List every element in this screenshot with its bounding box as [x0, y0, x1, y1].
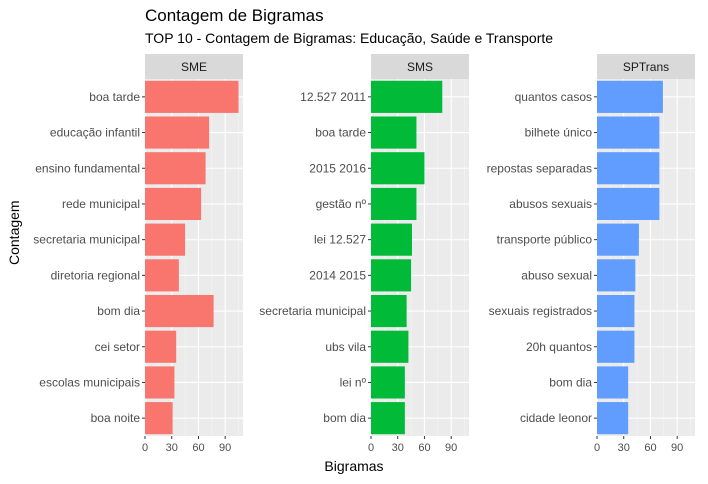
x-tick-label: 90 [219, 442, 231, 454]
chart-title: Contagem de Bigramas [145, 6, 324, 25]
bar [371, 402, 405, 435]
x-tick-label: 60 [644, 442, 656, 454]
bar [597, 294, 635, 328]
bar [371, 116, 417, 149]
x-tick-label: 30 [618, 442, 630, 454]
category-label: 2014 2015 [309, 268, 366, 282]
bar [597, 402, 629, 435]
bar [597, 223, 639, 256]
category-label: escolas municipais [39, 375, 140, 389]
category-label: ensino fundamental [35, 161, 140, 175]
category-label: secretaria municipal [33, 233, 140, 247]
category-label: abusos sexuais [509, 197, 592, 211]
bar [145, 366, 175, 399]
x-axis-label: Bigramas [324, 458, 384, 474]
x-tick-label: 30 [166, 442, 178, 454]
category-label: 2015 2016 [309, 161, 366, 175]
category-label: abuso sexual [521, 268, 592, 282]
category-label: educação infantil [50, 126, 140, 140]
category-label: bom dia [549, 375, 592, 389]
bar [371, 223, 412, 256]
x-tick-label: 30 [392, 442, 404, 454]
category-label: cidade leonor [520, 411, 592, 425]
facet-strip [145, 54, 243, 79]
bar [371, 330, 409, 363]
facet-sms: SMS 12.527 2011 boa tarde 2015 2016 gestão n… [259, 54, 469, 454]
bar [371, 80, 443, 113]
bar [145, 259, 179, 292]
bar [145, 152, 206, 185]
category-label: repostas separadas [487, 161, 592, 175]
category-label: boa noite [91, 411, 141, 425]
x-tick-label: 0 [594, 442, 600, 454]
category-label: ubs vila [325, 340, 366, 354]
x-tick-label: 60 [192, 442, 204, 454]
facet-strip [371, 54, 469, 79]
category-label: gestão nº [316, 197, 367, 211]
category-label: transporte público [497, 233, 593, 247]
category-label: diretoria regional [51, 268, 140, 282]
facet-sptrans: SPTrans quantos casos bilhete único reposta… [487, 54, 695, 454]
x-tick-label: 90 [445, 442, 457, 454]
category-label: boa tarde [315, 126, 366, 140]
category-label: bilhete único [525, 126, 593, 140]
facet-strip [597, 54, 695, 79]
category-label: 20h quantos [526, 340, 592, 354]
bar [371, 259, 412, 292]
category-label: boa tarde [89, 90, 140, 104]
bar [597, 330, 635, 363]
bar [371, 152, 425, 185]
category-label: lei 12.527 [314, 233, 366, 247]
x-tick-label: 90 [671, 442, 683, 454]
bar [145, 223, 186, 256]
category-label: bom dia [97, 304, 140, 318]
bar [597, 80, 663, 113]
bar [371, 294, 407, 328]
category-label: secretaria municipal [259, 304, 366, 318]
category-label: quantos casos [515, 90, 592, 104]
x-tick-label: 0 [368, 442, 374, 454]
bar [145, 80, 239, 113]
facet-strip-label: SMS [407, 60, 433, 74]
bar [145, 116, 210, 149]
category-label: sexuais registrados [489, 304, 592, 318]
category-label: cei setor [95, 340, 140, 354]
facet-strip-label: SME [181, 60, 207, 74]
bar [371, 187, 417, 221]
category-label: bom dia [323, 411, 366, 425]
bar [145, 294, 214, 328]
x-tick-label: 0 [142, 442, 148, 454]
facet-sme: SME boa tarde educação infantil ensino fund… [33, 54, 243, 454]
bar [145, 330, 177, 363]
facet-strip-label: SPTrans [623, 60, 669, 74]
category-label: 12.527 2011 [300, 90, 366, 104]
category-label: rede municipal [62, 197, 140, 211]
bar [597, 259, 636, 292]
bar [597, 187, 660, 221]
bar [145, 187, 202, 221]
bar [597, 152, 660, 185]
bar [597, 366, 629, 399]
category-label: lei nº [340, 375, 367, 389]
bar [145, 402, 173, 435]
x-tick-label: 60 [418, 442, 430, 454]
chart-subtitle: TOP 10 - Contagem de Bigramas: Educação,… [145, 30, 554, 46]
bar [597, 116, 660, 149]
bar [371, 366, 405, 399]
